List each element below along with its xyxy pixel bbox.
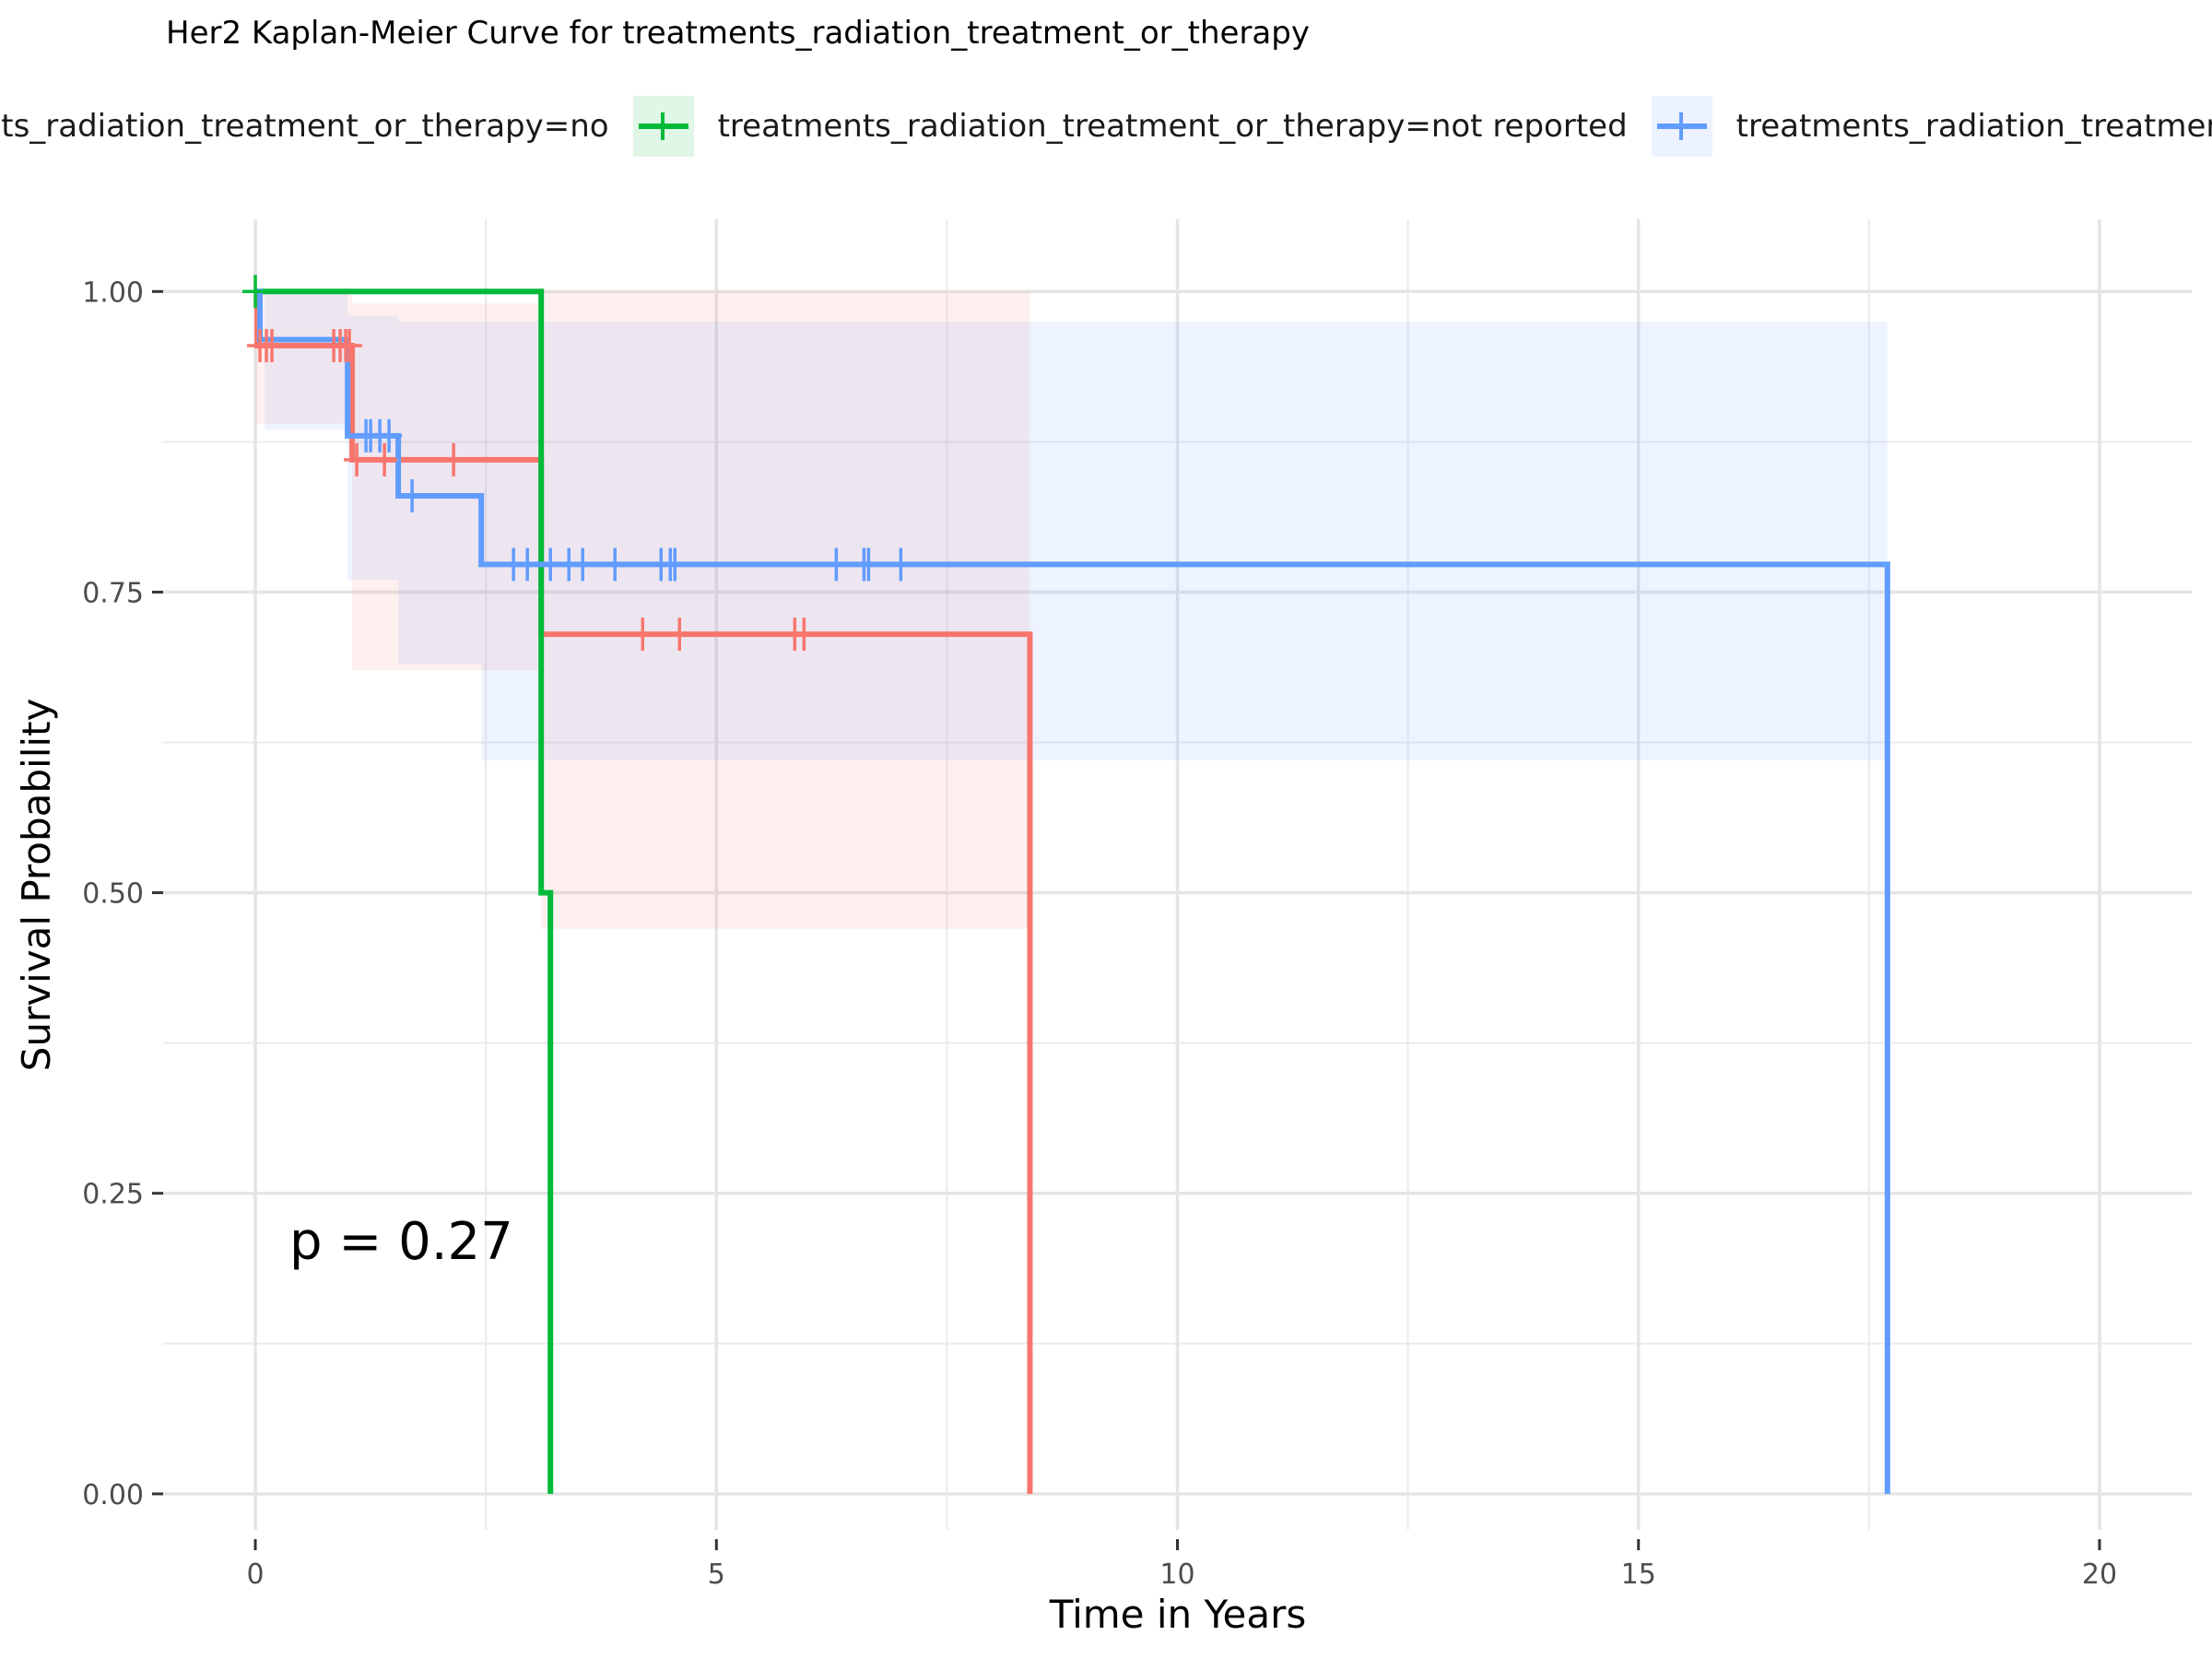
legend-key-censor	[660, 112, 665, 140]
x-tick-label: 15	[1621, 1559, 1656, 1591]
survival-curve	[255, 288, 554, 1494]
confidence-band	[401, 303, 482, 671]
legend-item-no: treatments_radiation_treatment_or_therap…	[0, 96, 609, 157]
legend-label-yes: treatments_radiation_treatment_or_therap…	[1735, 108, 2212, 145]
x-tick-label: 10	[1159, 1559, 1194, 1591]
x-tick-label: 5	[708, 1559, 725, 1591]
y-tick-label: 1.00	[82, 276, 144, 309]
axes: 0 5 10 15 20 0.00 0.25 0.50 0.75 1.00	[82, 276, 2117, 1591]
legend-item-yes: treatments_radiation_treatment_or_therap…	[1651, 96, 2212, 157]
confidence-band	[481, 303, 542, 671]
confidence-band	[481, 321, 1888, 761]
y-tick-label: 0.75	[82, 577, 144, 609]
legend-key-not-reported	[632, 96, 694, 157]
chart-title: Her2 Kaplan-Meier Curve for treatments_r…	[166, 15, 1310, 52]
x-tick-label: 0	[246, 1559, 264, 1591]
y-tick-label: 0.25	[82, 1179, 144, 1211]
legend-items: treatments_radiation_treatment_or_therap…	[0, 96, 2212, 157]
legend: treatments_radiation_treatment_or_therap…	[0, 96, 2212, 160]
confidence-band	[352, 303, 402, 671]
legend-key-yes	[1651, 96, 1712, 157]
y-tick-label: 0.00	[82, 1479, 144, 1512]
confidence-bands	[255, 291, 1888, 929]
legend-label-not-reported: treatments_radiation_treatment_or_therap…	[717, 108, 1628, 145]
p-value-annotation: p = 0.27	[289, 1212, 513, 1272]
y-tick-label: 0.50	[82, 878, 144, 911]
x-axis-label: Time in Years	[1049, 1592, 1307, 1637]
x-tick-label: 20	[2082, 1559, 2117, 1591]
y-axis-label: Survival Probability	[14, 699, 59, 1072]
legend-key-censor	[1678, 112, 1683, 140]
legend-item-not-reported: treatments_radiation_treatment_or_therap…	[632, 96, 1628, 157]
censor-marks	[242, 275, 914, 652]
legend-label-no: treatments_radiation_treatment_or_therap…	[0, 108, 609, 145]
confidence-band	[347, 315, 399, 581]
confidence-band	[541, 291, 1030, 929]
